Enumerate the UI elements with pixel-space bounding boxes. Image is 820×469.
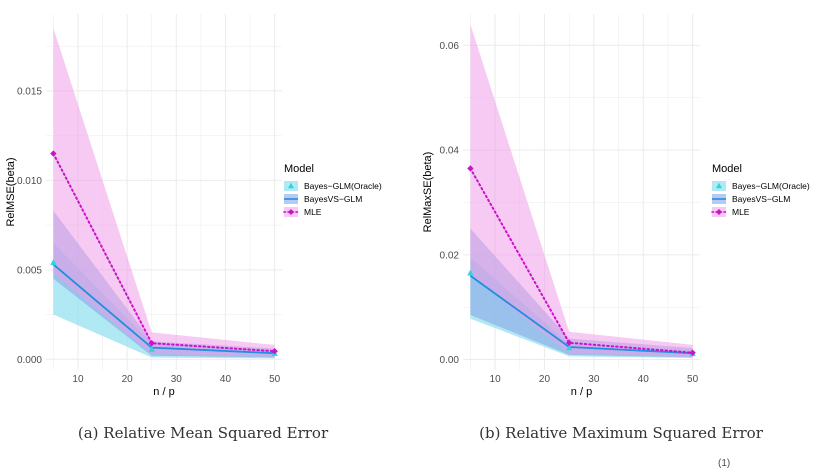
y-tick-label: 0.04	[440, 146, 460, 157]
data-point-mle	[565, 339, 573, 346]
figure-caption: (a) Relative Mean Squared Error	[78, 424, 329, 442]
legend-title: Model	[284, 163, 314, 175]
y-tick-label: 0.000	[17, 355, 42, 366]
data-point-mle	[148, 339, 155, 347]
legend-entry-label: BayesVS−GLM	[732, 194, 790, 204]
confidence-band-mle	[53, 28, 275, 357]
x-tick-label: 50	[269, 374, 281, 385]
legend-key-marker	[288, 182, 294, 189]
figure-caption: (b) Relative Maximum Squared Error	[479, 424, 764, 442]
legend-entry-label: BayesVS−GLM	[304, 194, 362, 204]
x-tick-label: 10	[490, 374, 502, 385]
y-tick-label: 0.015	[17, 86, 42, 97]
x-axis-title: n / p	[153, 386, 174, 398]
y-tick-label: 0.010	[17, 176, 42, 187]
x-tick-label: 40	[638, 374, 650, 385]
y-tick-label: 0.00	[440, 355, 460, 366]
x-tick-label: 20	[539, 374, 551, 385]
data-point-mle	[689, 349, 696, 356]
x-tick-label: 30	[171, 374, 183, 385]
footer-superscript-mark: (1)	[718, 458, 730, 469]
data-point-mle	[467, 165, 474, 172]
legend-entry-label: MLE	[732, 207, 750, 217]
x-tick-label: 20	[122, 374, 134, 385]
data-point-oracle	[148, 345, 155, 352]
legend-key-marker	[716, 182, 722, 189]
x-tick-label: 30	[588, 374, 600, 385]
x-axis-title: n / p	[571, 386, 592, 398]
legend-entry-label: Bayes−GLM(Oracle)	[304, 181, 382, 191]
x-tick-label: 50	[687, 374, 699, 385]
confidence-band-mle	[470, 24, 693, 357]
chart-panel-relmaxse: 10 20 30 40 50 0.00 0.02 0.04 0.06 n / p RelMaxSE(…	[422, 14, 810, 442]
legend-entry-label: Bayes−GLM(Oracle)	[732, 181, 810, 191]
confidence-band-oracle	[53, 242, 275, 359]
x-tick-label: 10	[72, 374, 84, 385]
legend-entry-label: MLE	[304, 207, 322, 217]
legend-key-marker	[716, 209, 722, 215]
legend-title: Model	[712, 163, 742, 175]
confidence-band-bayesvs	[470, 228, 693, 358]
y-tick-label: 0.06	[440, 41, 460, 52]
data-point-mle	[50, 150, 57, 157]
y-tick-label: 0.005	[17, 265, 42, 276]
y-tick-label: 0.02	[440, 250, 460, 261]
y-axis-title: RelMSE(beta)	[5, 157, 17, 226]
confidence-band-bayesvs	[53, 210, 275, 358]
x-tick-label: 40	[220, 374, 232, 385]
chart-panel-relmse: 10 20 30 40 50 0.000 0.005 0.010 0.015 n / p RelMS…	[5, 14, 382, 442]
data-point-mle	[271, 348, 278, 355]
legend-key-marker	[288, 209, 294, 215]
y-axis-title: RelMaxSE(beta)	[422, 152, 434, 233]
data-point-oracle	[50, 259, 57, 266]
data-point-oracle	[467, 269, 474, 276]
data-point-oracle	[565, 344, 573, 351]
